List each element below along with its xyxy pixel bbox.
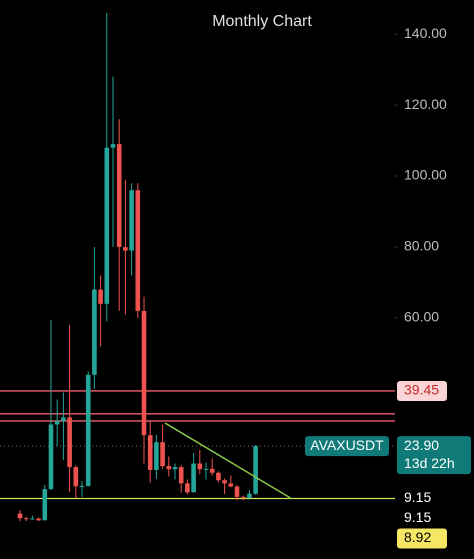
chart-title: Monthly Chart bbox=[212, 13, 312, 30]
candle-body bbox=[30, 518, 35, 520]
candle-body bbox=[253, 446, 258, 494]
candle-body bbox=[42, 489, 48, 521]
candle-body bbox=[104, 147, 110, 304]
candle-body bbox=[172, 467, 178, 470]
candle-body bbox=[197, 463, 203, 470]
price-badge-label: 39.45 bbox=[404, 382, 439, 398]
candle-body bbox=[222, 480, 227, 484]
price-badge bbox=[397, 488, 447, 509]
candle-body bbox=[54, 420, 60, 425]
candle-body bbox=[79, 485, 85, 487]
candle-body bbox=[23, 518, 29, 520]
candle-body bbox=[203, 468, 209, 470]
candle-body bbox=[141, 310, 147, 436]
price-badge bbox=[397, 508, 447, 529]
candle-body bbox=[154, 442, 159, 470]
candle-body bbox=[110, 144, 116, 148]
candle-body bbox=[147, 435, 153, 470]
candle-body bbox=[73, 467, 79, 487]
candle-body bbox=[67, 417, 72, 468]
y-tick-label: 140.00 bbox=[404, 25, 447, 41]
candle-body bbox=[92, 289, 97, 375]
candle-body bbox=[240, 496, 246, 498]
symbol-label: AVAXUSDT bbox=[310, 437, 384, 453]
candle-body bbox=[209, 468, 215, 473]
candle-body bbox=[116, 144, 122, 248]
price-badge-label: 9.15 bbox=[404, 489, 431, 505]
candle-body bbox=[185, 483, 190, 493]
candle-body bbox=[85, 374, 91, 486]
y-tick-label: 100.00 bbox=[404, 167, 447, 183]
candle-body bbox=[247, 493, 252, 498]
price-badge-label: 23.90 bbox=[404, 437, 439, 453]
trendline bbox=[164, 422, 293, 500]
candle-body bbox=[61, 417, 66, 421]
price-badge-label: 9.15 bbox=[404, 509, 431, 525]
price-badge bbox=[397, 436, 471, 475]
price-badge bbox=[397, 380, 447, 401]
candle-body bbox=[135, 190, 141, 311]
candle-body bbox=[48, 424, 54, 490]
candle-body bbox=[191, 463, 196, 493]
candle-body bbox=[228, 483, 234, 487]
y-tick-label: 120.00 bbox=[404, 96, 447, 112]
countdown-label: 13d 22h bbox=[404, 455, 455, 471]
candle-body bbox=[98, 289, 103, 304]
candle-body bbox=[160, 442, 165, 467]
symbol-badge bbox=[305, 436, 389, 457]
y-tick-label: 60.00 bbox=[404, 309, 439, 325]
candle-body bbox=[234, 486, 240, 497]
candle-body bbox=[178, 467, 184, 484]
candle-body bbox=[129, 190, 134, 251]
candle-body bbox=[216, 472, 221, 481]
price-badge-label: 8.92 bbox=[404, 529, 431, 545]
candle-body bbox=[36, 518, 41, 521]
candle-body bbox=[17, 513, 23, 519]
candle-body bbox=[123, 247, 128, 251]
y-tick-label: 80.00 bbox=[404, 238, 439, 254]
price-badge bbox=[397, 528, 447, 549]
candle-body bbox=[166, 466, 172, 470]
